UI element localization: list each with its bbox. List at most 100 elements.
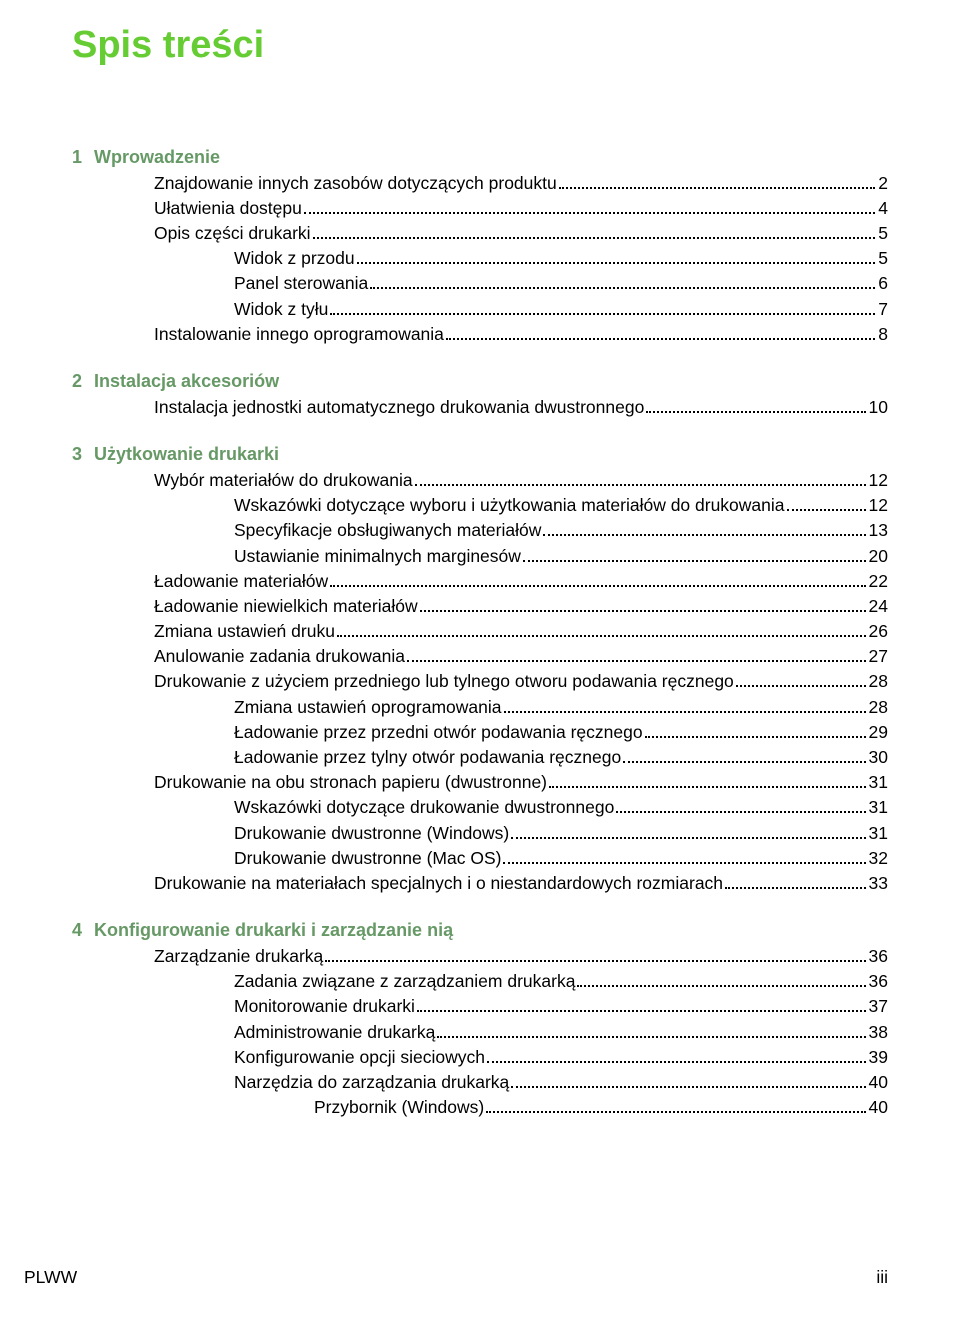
toc-leader-dots xyxy=(313,224,876,239)
toc-entry-page: 32 xyxy=(869,846,888,871)
section-number: 3 xyxy=(72,442,94,468)
toc-entry[interactable]: Instalowanie innego oprogramowania8 xyxy=(72,322,888,347)
section-title: Użytkowanie drukarki xyxy=(94,444,279,464)
toc-entry[interactable]: Konfigurowanie opcji sieciowych 39 xyxy=(72,1045,888,1070)
toc-entry-label: Ustawianie minimalnych marginesów xyxy=(234,544,521,569)
toc-entry-label: Narzędzia do zarządzania drukarką xyxy=(234,1070,509,1095)
toc-entry-page: 24 xyxy=(869,594,888,619)
toc-entry[interactable]: Wskazówki dotyczące wyboru i użytkowania… xyxy=(72,493,888,518)
toc-entry[interactable]: Drukowanie na obu stronach papieru (dwus… xyxy=(72,770,888,795)
toc-entry-label: Widok z przodu xyxy=(234,246,355,271)
toc-leader-dots xyxy=(787,496,866,511)
toc-entry[interactable]: Opis części drukarki5 xyxy=(72,221,888,246)
toc-entry-page: 29 xyxy=(869,720,888,745)
toc-entry[interactable]: Drukowanie z użyciem przedniego lub tyln… xyxy=(72,669,888,694)
toc-entry-page: 12 xyxy=(869,468,888,493)
toc-entry[interactable]: Wskazówki dotyczące drukowanie dwustronn… xyxy=(72,795,888,820)
toc-entry-label: Wskazówki dotyczące wyboru i użytkowania… xyxy=(234,493,785,518)
toc-entry[interactable]: Znajdowanie innych zasobów dotyczących p… xyxy=(72,171,888,196)
toc-leader-dots xyxy=(503,849,865,864)
toc-entry-page: 2 xyxy=(878,171,888,196)
toc-entry[interactable]: Zadania związane z zarządzaniem drukarką… xyxy=(72,969,888,994)
toc-entry[interactable]: Zmiana ustawień oprogramowania 28 xyxy=(72,695,888,720)
section-title: Instalacja akcesoriów xyxy=(94,371,279,391)
toc-entry-label: Monitorowanie drukarki xyxy=(234,994,415,1019)
section-title: Wprowadzenie xyxy=(94,147,220,167)
toc-entry-label: Wskazówki dotyczące drukowanie dwustronn… xyxy=(234,795,614,820)
toc-entry[interactable]: Zmiana ustawień druku 26 xyxy=(72,619,888,644)
toc-entry-page: 28 xyxy=(869,695,888,720)
toc-entry-page: 31 xyxy=(869,821,888,846)
toc-entry-label: Drukowanie dwustronne (Windows) xyxy=(234,821,509,846)
toc-entry[interactable]: Ładowanie przez tylny otwór podawania rę… xyxy=(72,745,888,770)
toc-leader-dots xyxy=(304,199,875,214)
page-footer: PLWW iii xyxy=(24,1265,888,1290)
toc-entry-page: 40 xyxy=(869,1095,888,1120)
toc-entry-label: Drukowanie na obu stronach papieru (dwus… xyxy=(154,770,547,795)
toc-entry[interactable]: Panel sterowania6 xyxy=(72,271,888,296)
toc-entry[interactable]: Widok z tyłu 7 xyxy=(72,297,888,322)
toc-leader-dots xyxy=(370,275,875,290)
toc-entry[interactable]: Drukowanie na materiałach specjalnych i … xyxy=(72,871,888,896)
toc-leader-dots xyxy=(543,521,865,536)
toc-entry[interactable]: Wybór materiałów do drukowania 12 xyxy=(72,468,888,493)
toc-entry[interactable]: Ładowanie materiałów22 xyxy=(72,569,888,594)
toc-entry-page: 12 xyxy=(869,493,888,518)
toc-entry-label: Drukowanie na materiałach specjalnych i … xyxy=(154,871,723,896)
toc-entry[interactable]: Widok z przodu5 xyxy=(72,246,888,271)
toc-leader-dots xyxy=(330,572,865,587)
toc-leader-dots xyxy=(486,1098,865,1113)
footer-right: iii xyxy=(876,1265,888,1290)
toc-entry-label: Przybornik (Windows) xyxy=(314,1095,484,1120)
toc-entry-page: 39 xyxy=(869,1045,888,1070)
toc-leader-dots xyxy=(325,947,865,962)
toc-leader-dots xyxy=(646,398,865,413)
toc-entry-label: Widok z tyłu xyxy=(234,297,328,322)
toc-entry-label: Zarządzanie drukarką xyxy=(154,944,323,969)
toc-entry[interactable]: Ustawianie minimalnych marginesów20 xyxy=(72,544,888,569)
toc-leader-dots xyxy=(523,547,866,562)
toc-entry[interactable]: Instalacja jednostki automatycznego druk… xyxy=(72,395,888,420)
doc-title: Spis treści xyxy=(72,18,888,73)
toc-entry-label: Wybór materiałów do drukowania xyxy=(154,468,413,493)
section-number: 4 xyxy=(72,918,94,944)
toc-entry[interactable]: Ładowanie przez przedni otwór podawania … xyxy=(72,720,888,745)
toc-leader-dots xyxy=(446,325,875,340)
toc-entry-page: 26 xyxy=(869,619,888,644)
toc-entry[interactable]: Ładowanie niewielkich materiałów 24 xyxy=(72,594,888,619)
toc-entry[interactable]: Ułatwienia dostępu4 xyxy=(72,196,888,221)
toc-leader-dots xyxy=(417,998,866,1013)
toc-entry-page: 7 xyxy=(878,297,888,322)
toc-entry-label: Ładowanie materiałów xyxy=(154,569,328,594)
toc-leader-dots xyxy=(559,174,876,189)
toc-entry[interactable]: Administrowanie drukarką38 xyxy=(72,1020,888,1045)
toc-entry-page: 5 xyxy=(878,221,888,246)
toc-entry[interactable]: Drukowanie dwustronne (Windows) 31 xyxy=(72,821,888,846)
toc-entry-page: 36 xyxy=(869,969,888,994)
toc-entry-label: Znajdowanie innych zasobów dotyczących p… xyxy=(154,171,557,196)
toc-entry-label: Konfigurowanie opcji sieciowych xyxy=(234,1045,485,1070)
toc-leader-dots xyxy=(437,1023,865,1038)
toc-entry-page: 28 xyxy=(869,669,888,694)
toc-entry[interactable]: Narzędzia do zarządzania drukarką40 xyxy=(72,1070,888,1095)
toc-entry-page: 8 xyxy=(878,322,888,347)
toc-entry-page: 13 xyxy=(869,518,888,543)
toc-entry[interactable]: Drukowanie dwustronne (Mac OS)32 xyxy=(72,846,888,871)
toc-entry-label: Anulowanie zadania drukowania xyxy=(154,644,405,669)
toc-leader-dots xyxy=(725,874,865,889)
section-title: Konfigurowanie drukarki i zarządzanie ni… xyxy=(94,920,453,940)
toc-entry-label: Ładowanie niewielkich materiałów xyxy=(154,594,418,619)
toc-entry-label: Zmiana ustawień oprogramowania xyxy=(234,695,502,720)
toc-entry-label: Instalacja jednostki automatycznego druk… xyxy=(154,395,644,420)
toc-entry-label: Panel sterowania xyxy=(234,271,368,296)
section-heading: 4Konfigurowanie drukarki i zarządzanie n… xyxy=(72,918,888,944)
toc-entry-label: Zmiana ustawień druku xyxy=(154,619,335,644)
toc-entry[interactable]: Przybornik (Windows) 40 xyxy=(72,1095,888,1120)
section-heading: 3Użytkowanie drukarki xyxy=(72,442,888,468)
toc-entry[interactable]: Anulowanie zadania drukowania27 xyxy=(72,644,888,669)
toc-entry[interactable]: Zarządzanie drukarką36 xyxy=(72,944,888,969)
toc-entry[interactable]: Specyfikacje obsługiwanych materiałów13 xyxy=(72,518,888,543)
toc-entry[interactable]: Monitorowanie drukarki 37 xyxy=(72,994,888,1019)
toc-leader-dots xyxy=(357,249,876,264)
toc-entry-page: 37 xyxy=(869,994,888,1019)
